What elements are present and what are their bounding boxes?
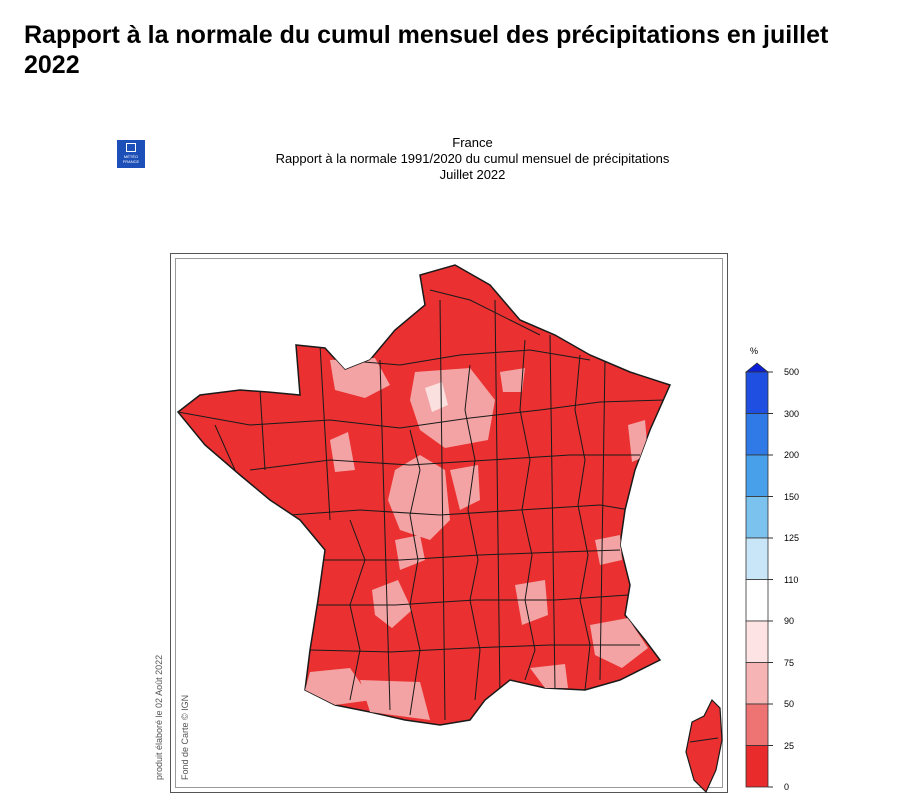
- scale-label: 125: [784, 533, 800, 543]
- scale-swatch: [745, 496, 769, 539]
- scale-label: 75: [784, 657, 795, 668]
- color-scale-bar: [744, 362, 773, 788]
- corsica-region: [685, 698, 723, 794]
- scale-label: 150: [784, 491, 800, 502]
- scale-swatch: [745, 745, 769, 788]
- scale-label: 50: [784, 699, 795, 709]
- zone-massif-south: [515, 580, 548, 625]
- zone-pyrenees-west: [305, 668, 372, 705]
- department-borders: [178, 289, 666, 721]
- scale-swatch: [745, 662, 769, 705]
- scale-label: 110: [784, 574, 799, 585]
- scale-swatch: [745, 371, 769, 414]
- scale-swatch: [745, 579, 769, 622]
- credit-basemap: Fond de Carte © IGN: [180, 694, 190, 780]
- scale-label: 0: [784, 782, 790, 792]
- scale-label: 25: [784, 740, 795, 751]
- map-header-month: Juillet 2022: [439, 167, 506, 182]
- zone-paris-near-normal: [425, 382, 448, 412]
- scale-swatch: [745, 620, 769, 663]
- zone-centre-west: [388, 455, 450, 540]
- scale-swatch: [745, 454, 769, 497]
- zone-pyrenees-center: [360, 680, 430, 720]
- map-header-country: France: [452, 135, 493, 150]
- scale-unit-label: %: [750, 346, 759, 356]
- zone-aquitaine: [372, 580, 412, 628]
- zone-west: [330, 432, 355, 472]
- scale-swatch: [745, 413, 769, 456]
- zone-alps-south: [590, 618, 648, 668]
- scale-arrow: [744, 362, 770, 373]
- scale-label: 200: [784, 450, 800, 460]
- scale-label: 500: [784, 367, 800, 377]
- map-header-subject: Rapport à la normale 1991/2020 du cumul …: [275, 151, 670, 166]
- zone-champagne: [500, 368, 525, 392]
- page-title: Rapport à la normale du cumul mensuel de…: [24, 21, 829, 79]
- credit-produced-date: produit élaboré le 02 Août 2022: [154, 654, 164, 780]
- corsica-border: [689, 737, 719, 743]
- logo-mark-icon: [126, 143, 136, 152]
- scale-swatch: [745, 703, 769, 746]
- scale-label: 300: [784, 408, 800, 419]
- map-frame-inner: [175, 258, 723, 788]
- meteo-france-logo: MÉTÉO FRANCE: [117, 140, 145, 168]
- scale-swatch: [745, 537, 769, 580]
- logo-line2: FRANCE: [122, 159, 140, 164]
- logo-line1: MÉTÉO: [123, 154, 139, 159]
- scale-label: 90: [784, 616, 795, 626]
- map-frame: [170, 253, 728, 793]
- zone-aude: [530, 664, 568, 688]
